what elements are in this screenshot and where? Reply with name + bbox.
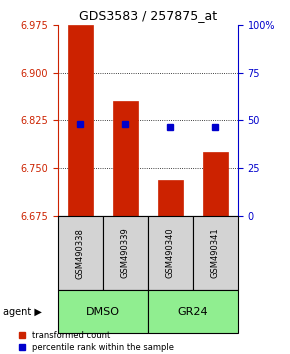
Text: GSM490338: GSM490338 [76,228,85,279]
Text: agent ▶: agent ▶ [3,307,42,316]
Text: DMSO: DMSO [86,307,120,316]
Bar [203,152,228,216]
Bar [103,216,148,290]
Bar [58,290,148,333]
Bar [193,216,238,290]
Text: GSM490339: GSM490339 [121,228,130,279]
Bar [158,179,183,216]
Title: GDS3583 / 257875_at: GDS3583 / 257875_at [79,9,217,22]
Text: GR24: GR24 [177,307,208,316]
Bar [58,216,103,290]
Text: GSM490340: GSM490340 [166,228,175,279]
Text: GSM490341: GSM490341 [211,228,220,279]
Legend: transformed count, percentile rank within the sample: transformed count, percentile rank withi… [19,331,174,352]
Bar [113,101,138,216]
Bar [68,25,93,216]
Bar [148,216,193,290]
Bar [148,290,238,333]
